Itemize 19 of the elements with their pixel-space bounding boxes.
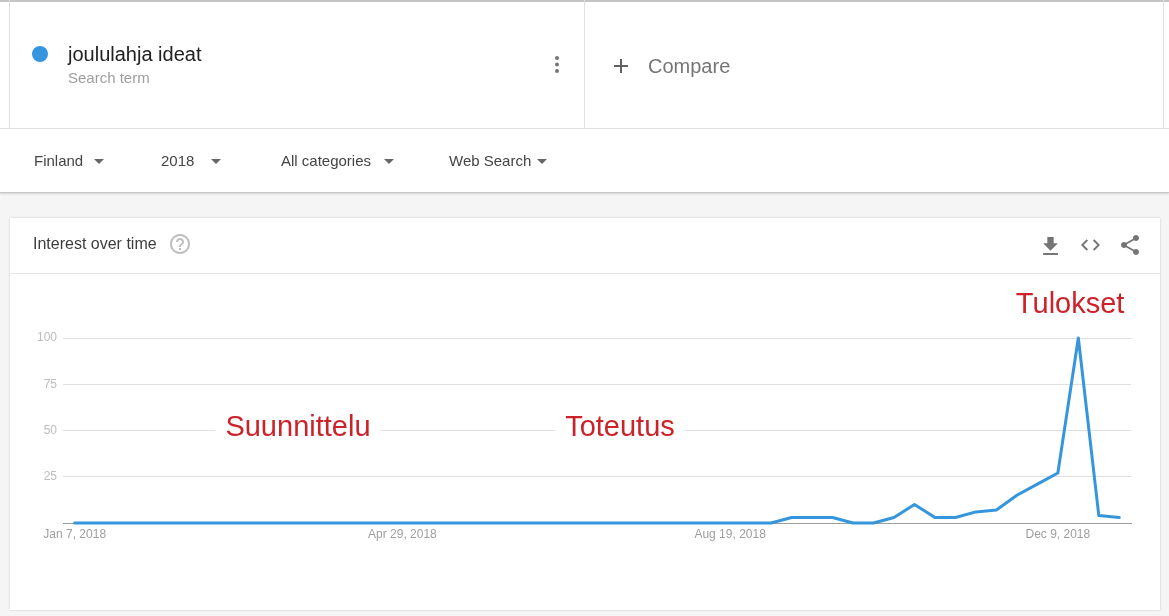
text: Finland	[34, 151, 84, 169]
y-tick-label: 100	[36, 330, 58, 345]
y-tick-label: 75	[43, 376, 58, 391]
annotation: Toteutus	[565, 409, 675, 442]
text: 2018	[161, 151, 195, 169]
text: Tulokset	[1015, 287, 1125, 320]
text: Compare	[648, 55, 731, 77]
y-tick-label: 50	[43, 422, 58, 437]
x-tick-label: Apr 29, 2018	[368, 526, 438, 541]
x-tick-label: Aug 19, 2018	[694, 526, 767, 541]
x-tick-label: Dec 9, 2018	[1025, 526, 1091, 541]
x-tick-label: Jan 7, 2018	[43, 526, 107, 541]
annotation: Suunnittelu	[225, 409, 371, 442]
text: All categories	[281, 151, 372, 169]
chart-title: Interest over time	[33, 235, 157, 253]
text: Web Search	[449, 151, 532, 169]
legend-label: joululahja ideat	[68, 43, 202, 65]
y-tick-label: 25	[43, 469, 58, 484]
text: Search term	[68, 68, 150, 86]
